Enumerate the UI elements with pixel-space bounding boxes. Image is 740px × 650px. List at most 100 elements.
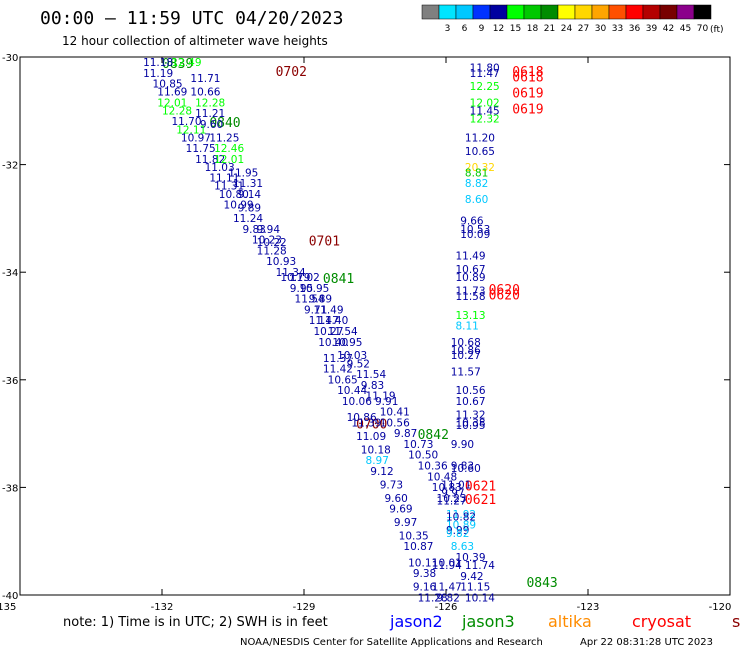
chart-subtitle: 12 hour collection of altimeter wave hei… (62, 34, 328, 48)
swh-value: 9.66 (460, 216, 484, 228)
legend-swatch (523, 4, 542, 20)
swh-value: 10.68 (451, 337, 481, 349)
y-tick-label: -38 (2, 483, 18, 494)
pass-time-label: 0700 (356, 417, 387, 432)
swh-value: 10.66 (190, 87, 220, 99)
swh-value: 10.23 (437, 493, 467, 505)
swh-value: 11.95 (228, 167, 258, 179)
pass-time-label: 0618 (512, 70, 543, 85)
satellite-jason3-label: jason3 (461, 612, 515, 631)
swh-value: 10.95 (332, 337, 362, 349)
legend-tick-label: 12 (493, 24, 504, 34)
swh-value: 10.09 (460, 229, 490, 241)
swh-value: 9.60 (200, 119, 223, 131)
satellite-jason2-label: jason2 (389, 612, 443, 631)
pass-time-label: 0618 (512, 65, 543, 80)
legend-tick-label: 33 (612, 24, 623, 34)
swh-value: 9.42 (460, 571, 483, 583)
pass-time-label: 0841 (323, 272, 354, 287)
swh-value: 9.82 (437, 592, 460, 604)
swh-value: 11.49 (455, 251, 485, 263)
swh-value: 11.09 (356, 431, 386, 443)
legend-tick-label: 45 (680, 24, 691, 34)
satellite-legend: jason2 jason3 altika cryosat s3a (389, 612, 740, 631)
swh-value: 11.27 (437, 495, 467, 507)
y-tick-label: -36 (2, 376, 18, 387)
swh-value: 11.32 (455, 409, 485, 421)
swh-value: 10.11 (408, 557, 438, 569)
swh-value: 10.97 (181, 132, 211, 144)
swh-value: 9.83 (242, 224, 265, 236)
swh-value: 12.46 (214, 143, 244, 155)
swh-value: 11.75 (186, 143, 216, 155)
swh-value: 10.35 (399, 530, 429, 542)
swh-value: 12.25 (470, 81, 500, 93)
legend-swatch (659, 4, 678, 20)
satellite-s3a-label: s3a (732, 612, 740, 631)
x-tick-label: -126 (435, 602, 458, 613)
swh-value: 10.40 (318, 337, 348, 349)
swh-value: 11.54 (295, 294, 325, 306)
swh-value: 8.81 (465, 167, 488, 179)
legend-tick-label: 3 (445, 24, 451, 34)
swh-value: 9.97 (394, 517, 417, 529)
swh-value: 10.03 (337, 350, 367, 362)
swh-value: 11.92 (446, 509, 476, 521)
swh-value: 10.65 (328, 374, 358, 386)
swh-value: 10.89 (455, 272, 485, 284)
x-tick-label: -120 (709, 602, 732, 613)
legend-tick-label: 39 (646, 24, 658, 34)
legend-swatch (438, 4, 457, 20)
swh-value: 12.28 (162, 105, 192, 117)
legend-tick-label: 36 (629, 24, 641, 34)
y-tick-label: -32 (2, 161, 18, 172)
axes: -135 -132 -129 -126 -123 -120 -30 -32 -34 -36 -38 -… (0, 53, 731, 613)
swh-value: 10.56 (380, 417, 410, 429)
pass-labels: 0839 0702 0840 0701 0841 0700 0842 0843 06180618… (162, 57, 558, 591)
satellite-cryosat-label: cryosat (632, 612, 691, 631)
swh-value: 10.80 (219, 189, 249, 201)
swh-value: 10.01 (432, 557, 462, 569)
swh-value: 9.83 (451, 461, 474, 473)
swh-value: 11.49 (313, 304, 343, 316)
swh-value: 11.18 (143, 57, 173, 69)
swh-value: 11.47 (432, 582, 462, 594)
swh-value: 10.86 (451, 345, 481, 357)
swh-value: 11.70 (171, 116, 201, 128)
swh-value: 11.47 (309, 315, 339, 327)
swh-value: 9.99 (446, 525, 469, 537)
note-text: note: 1) Time is in UTC; 2) SWH is in fe… (63, 615, 328, 630)
pass-time-label: 0702 (276, 65, 307, 80)
swh-value: 20.32 (465, 162, 495, 174)
swh-value: 10.23 (252, 235, 282, 247)
legend-swatch (608, 4, 627, 20)
swh-value: 11.34 (276, 267, 306, 279)
legend-swatch (557, 4, 576, 20)
swh-value: 9.83 (361, 380, 384, 392)
swh-value: 11.25 (209, 132, 239, 144)
pass-time-label: 0621 (465, 493, 496, 508)
swh-value: 11.58 (455, 291, 485, 303)
swh-value: 8.82 (465, 178, 488, 190)
swh-value: 10.95 (299, 283, 329, 295)
legend-swatch (489, 4, 508, 20)
satellite-altika-label: altika (548, 612, 592, 631)
pass-time-label: 0840 (209, 116, 240, 131)
timestamp-text: Apr 22 08:31:28 UTC 2023 (580, 637, 713, 648)
swh-value: 10.83 (432, 482, 462, 494)
swh-value: 10.48 (427, 471, 457, 483)
swh-value: 11.37 (323, 353, 353, 365)
legend-swatch (455, 4, 474, 20)
swh-value: 11.39 (351, 417, 381, 429)
x-tick-label: -132 (151, 602, 174, 613)
swh-value: 10.79 (280, 272, 310, 284)
swh-value: 10.44 (337, 385, 367, 397)
legend-swatch (625, 4, 644, 20)
swh-value: 11.28 (418, 592, 448, 604)
x-tick-label: -135 (0, 602, 16, 613)
plot-frame (19, 56, 731, 596)
swh-value: 10.18 (361, 444, 391, 456)
swh-value: 12.49 (171, 57, 201, 69)
pass-time-label: 0621 (465, 479, 496, 494)
